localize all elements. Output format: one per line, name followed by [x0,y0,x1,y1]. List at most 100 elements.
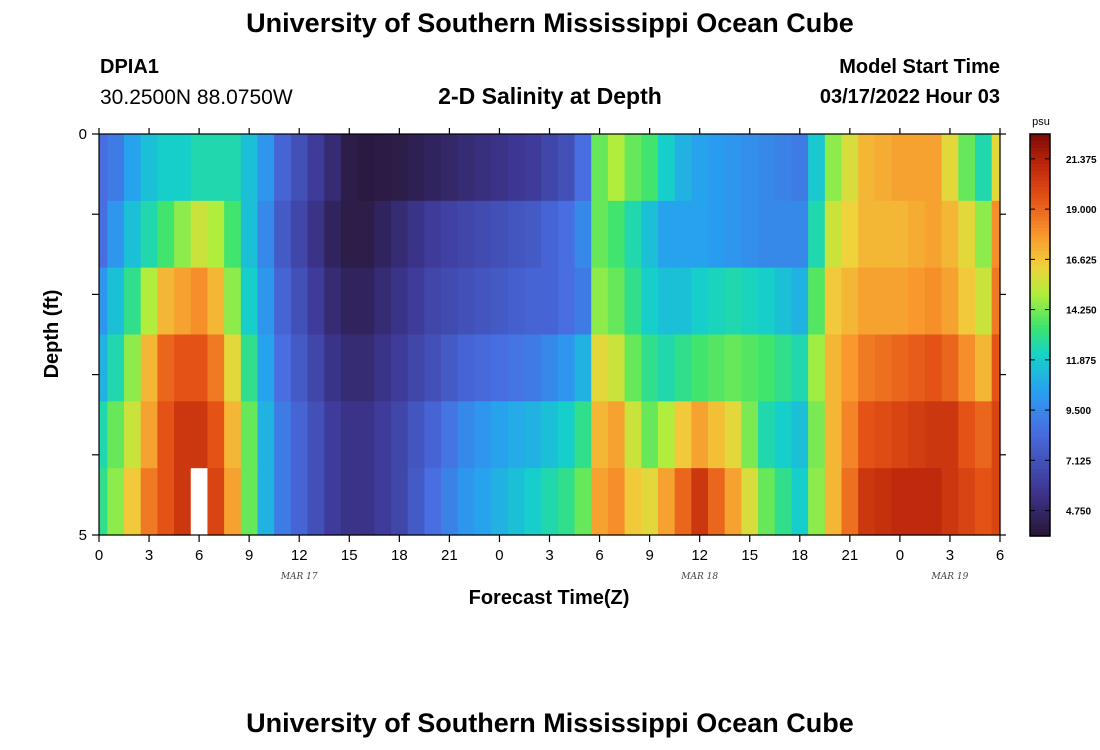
heatmap-cell [674,401,692,469]
heatmap-cell [657,468,676,536]
heatmap-cell [908,134,926,202]
heatmap-cell [257,401,275,469]
heatmap-cell [708,468,726,536]
heatmap-cell [190,200,209,269]
colorbar-segment [1030,144,1050,148]
heatmap-cell [257,334,275,402]
heatmap-cell [157,334,175,402]
heatmap-cell [574,134,592,202]
heatmap-cell [624,200,642,269]
heatmap-cell [240,200,259,269]
colorbar-segment [1030,485,1050,490]
heatmap-cell [274,134,292,202]
x-tick-label: 0 [495,547,503,564]
colorbar-segment [1030,204,1050,209]
heatmap-cell [824,468,843,536]
colorbar-segment [1030,495,1050,500]
colorbar-segment [1030,395,1050,400]
y-tick-label: 5 [79,527,87,544]
heatmap-cell [307,334,325,402]
heatmap-cell [174,468,192,536]
heatmap-cell [457,334,476,402]
heatmap-cell [374,134,392,202]
colorbar-segment [1030,351,1050,356]
colorbar-segment [1030,254,1050,259]
heatmap-cell [841,468,859,536]
heatmap-cell [99,200,108,269]
colorbar-segment [1030,341,1050,346]
colorbar-segment [1030,324,1050,329]
x-tick-label: 0 [896,547,904,564]
heatmap-cell [424,401,442,469]
colorbar-segment [1030,134,1050,138]
heatmap-cell [424,468,442,536]
heatmap-cell [324,200,342,269]
heatmap-cell [858,334,876,402]
heatmap-cell [424,134,442,202]
heatmap-cell [107,401,125,469]
heatmap-cell [174,134,192,202]
heatmap-cell [758,334,776,402]
colorbar-segment [1030,435,1050,440]
heatmap-cell [841,267,859,336]
heatmap-cell [174,267,192,336]
colorbar-segment [1030,331,1050,336]
heatmap-cell [557,267,576,336]
colorbar-segment [1030,321,1050,326]
heatmap-cell [541,334,559,402]
heatmap-cells [99,134,1001,536]
x-tick-label: 12 [291,547,308,564]
colorbar-segment [1030,234,1050,239]
heatmap-cell [374,468,392,536]
x-axis-title: Forecast Time(Z) [469,587,630,609]
colorbar-segment [1030,445,1050,450]
heatmap-cell [174,200,192,269]
heatmap-cell [390,468,409,536]
heatmap-cell [507,468,526,536]
heatmap-cell [274,267,292,336]
colorbar-segment [1030,264,1050,269]
heatmap-cell [841,200,859,269]
heatmap-cell [791,267,809,336]
heatmap-cell [124,134,142,202]
heatmap-cell [557,468,576,536]
heatmap-cell [791,334,809,402]
heatmap-cell [290,134,309,202]
x-axis: 0 3 6 9 12 15 18 21 0 3 6 9 12 15 18 21 0 3 6 MAR 17 MAR 18 M… [95,128,1004,582]
heatmap-cell [407,200,425,269]
colorbar-segment [1030,361,1050,366]
colorbar-tick-label: 9.500 [1066,406,1091,417]
heatmap-cell [99,334,108,402]
heatmap-cell [124,468,142,536]
heatmap-cell [574,401,592,469]
heatmap-cell [874,334,893,402]
heatmap-cell [958,134,976,202]
heatmap-cell [591,468,609,536]
colorbar-segment [1030,391,1050,396]
heatmap-cell [991,401,1001,469]
heatmap-cell [457,468,476,536]
colorbar-segment [1030,472,1050,477]
x-tick-label: 3 [545,547,553,564]
heatmap-cell [541,200,559,269]
heatmap-cell [607,134,626,202]
heatmap-cell [674,134,692,202]
colorbar-segment [1030,308,1050,313]
heatmap-cell [808,401,826,469]
heatmap-cell [507,134,526,202]
heatmap-cell [824,334,843,402]
heatmap-cell [290,334,309,402]
colorbar-segment [1030,335,1050,339]
colorbar-segment [1030,150,1050,155]
x-tick-label: 9 [245,547,253,564]
heatmap-cell [724,334,742,402]
heatmap-cell [841,401,859,469]
heatmap-cell [991,200,1001,269]
colorbar-segment [1030,268,1050,272]
date-label: MAR 18 [680,572,718,582]
heatmap-cell [157,401,175,469]
heatmap-cell [691,401,709,469]
heatmap-cell [724,134,742,202]
heatmap-cell [357,200,375,269]
heatmap-cell [374,200,392,269]
